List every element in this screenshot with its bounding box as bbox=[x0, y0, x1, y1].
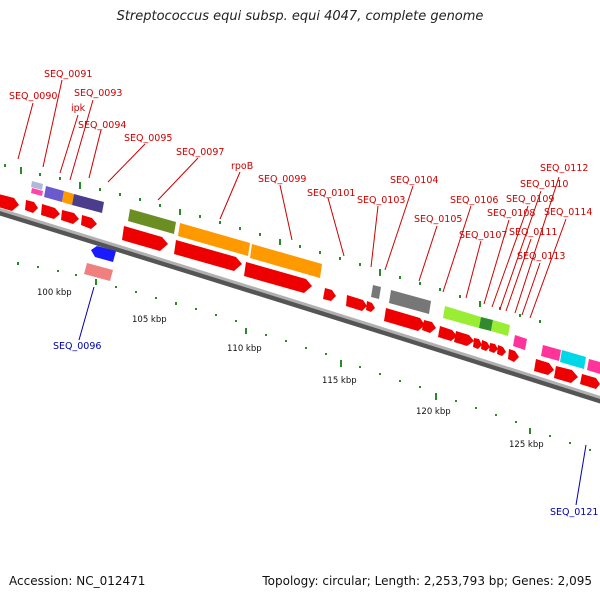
arrow-11[interactable] bbox=[366, 301, 375, 312]
backbone-shadow bbox=[0, 209, 600, 404]
gene-label[interactable]: SEQ_0112 bbox=[540, 163, 588, 174]
gene-label[interactable]: SEQ_0104 bbox=[390, 175, 438, 186]
feature-SEQ_0106[interactable] bbox=[443, 306, 481, 328]
feature-SEQ_0107[interactable] bbox=[479, 317, 493, 331]
gene-label[interactable]: SEQ_0094 bbox=[78, 120, 126, 131]
gene-label[interactable]: ipk bbox=[71, 103, 86, 114]
arrow-6[interactable] bbox=[122, 226, 168, 251]
gene-label[interactable]: SEQ_0103 bbox=[357, 195, 405, 206]
arrow-10[interactable] bbox=[346, 295, 367, 311]
arrow-5[interactable] bbox=[81, 215, 97, 229]
arrow-19[interactable] bbox=[497, 345, 506, 356]
arrow-22[interactable] bbox=[554, 366, 578, 383]
gene-label[interactable]: SEQ_0114 bbox=[544, 207, 592, 218]
feature-SEQ_0103[interactable] bbox=[371, 285, 381, 299]
gene-label[interactable]: SEQ_0101 bbox=[307, 188, 355, 199]
gene-label[interactable]: SEQ_0121 bbox=[550, 507, 598, 518]
feature-SEQ_0114[interactable] bbox=[560, 350, 586, 369]
gene-label[interactable]: SEQ_0093 bbox=[74, 88, 122, 99]
forward-features bbox=[31, 181, 600, 374]
arrow-21[interactable] bbox=[534, 359, 554, 375]
arrow-16[interactable] bbox=[473, 338, 482, 349]
arrow-8[interactable] bbox=[244, 262, 312, 293]
reverse-features bbox=[84, 246, 116, 281]
gene-label[interactable]: SEQ_0107 bbox=[459, 230, 507, 241]
feature-SEQ_0091[interactable] bbox=[31, 188, 43, 196]
feature-SEQ_0090[interactable] bbox=[31, 181, 43, 190]
arrow-15[interactable] bbox=[454, 331, 474, 346]
gene-label[interactable]: SEQ_0091 bbox=[44, 69, 92, 80]
arrow-4[interactable] bbox=[61, 210, 79, 224]
arrow-18[interactable] bbox=[489, 343, 498, 353]
gene-labels-bottom: SEQ_0096 SEQ_0121 bbox=[53, 341, 598, 518]
arrow-1[interactable] bbox=[0, 193, 19, 211]
feature-SEQ_0115[interactable] bbox=[587, 359, 600, 374]
feature-ipk[interactable] bbox=[62, 191, 74, 205]
scale-label: 115 kbp bbox=[322, 376, 357, 386]
gene-label[interactable]: SEQ_0096 bbox=[53, 341, 101, 352]
gene-label[interactable]: SEQ_0105 bbox=[414, 214, 462, 225]
arrow-17[interactable] bbox=[481, 340, 490, 351]
arrow-2[interactable] bbox=[25, 200, 38, 213]
arrow-12[interactable] bbox=[384, 308, 425, 331]
leader-lines-bottom bbox=[78, 286, 587, 506]
gene-label[interactable]: SEQ_0106 bbox=[450, 195, 498, 206]
gene-label[interactable]: SEQ_0095 bbox=[124, 133, 172, 144]
feature-SEQ_0113[interactable] bbox=[541, 345, 561, 361]
feature-SEQ_0096[interactable] bbox=[84, 263, 113, 281]
scale-label: 120 kbp bbox=[416, 407, 451, 417]
scale-label: 105 kbp bbox=[132, 315, 167, 325]
feature-reverse-blue[interactable] bbox=[91, 246, 116, 262]
scale-label: 100 kbp bbox=[37, 288, 72, 298]
tick-markers bbox=[4, 164, 591, 451]
gene-label[interactable]: SEQ_0108 bbox=[487, 208, 535, 219]
gene-label[interactable]: SEQ_0113 bbox=[517, 251, 565, 262]
gene-labels-top: SEQ_0090 SEQ_0091 SEQ_0093 ipk SEQ_0094 … bbox=[9, 69, 592, 262]
feature-SEQ_0104[interactable] bbox=[389, 290, 431, 314]
feature-SEQ_0099[interactable] bbox=[250, 244, 322, 278]
genome-summary-text: Topology: circular; Length: 2,253,793 bp… bbox=[262, 574, 592, 588]
arrow-14[interactable] bbox=[438, 326, 457, 341]
scale-label: 125 kbp bbox=[509, 440, 544, 450]
gene-label[interactable]: SEQ_0099 bbox=[258, 174, 306, 185]
arrow-3[interactable] bbox=[41, 204, 60, 219]
arrow-9[interactable] bbox=[323, 288, 336, 301]
gene-label[interactable]: SEQ_0097 bbox=[176, 147, 224, 158]
gene-label[interactable]: SEQ_0110 bbox=[520, 179, 568, 190]
gene-label[interactable]: SEQ_0109 bbox=[506, 194, 554, 205]
forward-arrows bbox=[0, 193, 600, 389]
arrow-13[interactable] bbox=[422, 320, 436, 333]
backbone bbox=[0, 207, 600, 399]
feature-SEQ_0094[interactable] bbox=[72, 194, 104, 213]
feature-SEQ_0111[interactable] bbox=[513, 335, 527, 350]
arrow-23[interactable] bbox=[580, 374, 600, 389]
arrow-20[interactable] bbox=[508, 349, 519, 362]
gene-label[interactable]: SEQ_0090 bbox=[9, 91, 57, 102]
feature-SEQ_0093[interactable] bbox=[44, 186, 64, 202]
gene-label[interactable]: rpoB bbox=[231, 161, 253, 172]
map-title: Streptococcus equi subsp. equi 4047, com… bbox=[116, 9, 484, 24]
scale-label: 110 kbp bbox=[227, 344, 262, 354]
feature-SEQ_0097[interactable] bbox=[128, 209, 176, 234]
feature-rpoB[interactable] bbox=[178, 223, 250, 256]
feature-SEQ_0108[interactable] bbox=[491, 320, 510, 336]
accession-text: Accession: NC_012471 bbox=[9, 574, 146, 588]
arrow-7[interactable] bbox=[174, 240, 242, 271]
scale-labels: 100 kbp 105 kbp 110 kbp 115 kbp 120 kbp … bbox=[37, 288, 544, 450]
leader-lines bbox=[17, 79, 567, 319]
gene-label[interactable]: SEQ_0111 bbox=[509, 227, 557, 238]
